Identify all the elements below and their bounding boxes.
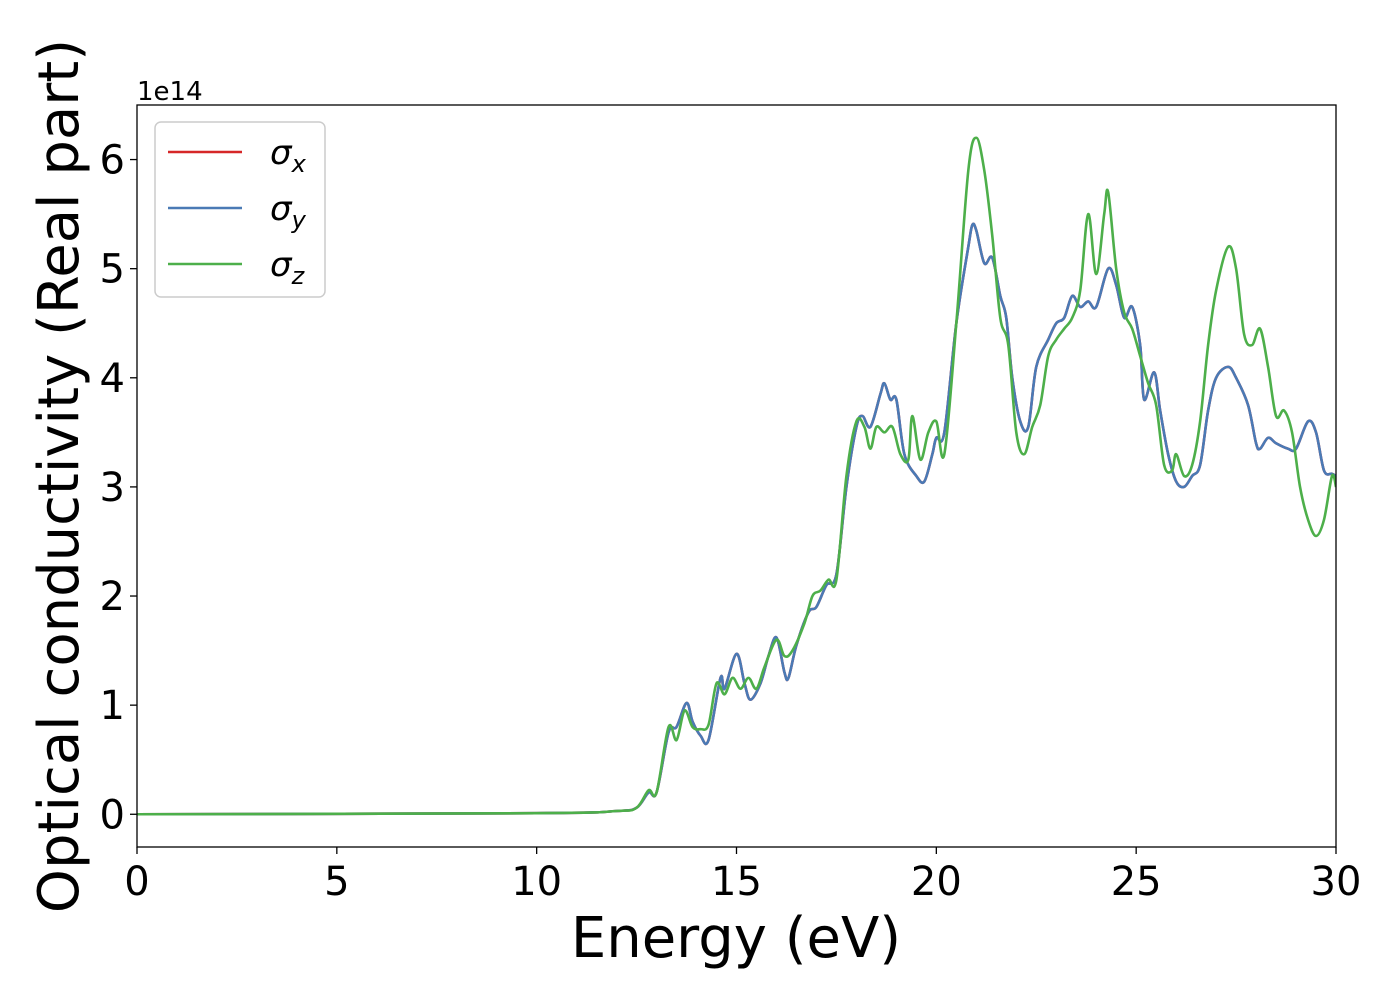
y-axis-ticks: 0 1 2 3 4 5 6 [100,138,137,838]
legend-label-z: σz [270,245,306,290]
legend-label-x: σx [270,133,307,178]
y-axis-title: Optical conductivity (Real part) [27,39,92,913]
x-axis-title: Energy (eV) [571,906,901,971]
y-tick-label: 5 [100,247,125,293]
legend-box [154,121,326,298]
x-tick-label: 15 [711,859,762,905]
legend-label-y: σy [270,189,307,234]
y-tick-label: 2 [100,574,125,620]
x-tick-label: 30 [1311,859,1362,905]
legend: σx σy σz [154,121,326,298]
y-tick-label: 0 [100,792,125,838]
y-tick-label: 1 [100,683,125,729]
plot-frame [136,104,1337,848]
x-axis-ticks: 0 5 10 15 20 25 30 [124,847,1361,905]
y-tick-label: 3 [100,465,125,511]
x-tick-label: 10 [511,859,562,905]
x-tick-label: 0 [124,859,149,905]
series-line-y [137,222,1336,816]
y-tick-label: 6 [100,138,125,184]
legend-entries: σx σy σz [168,133,307,290]
series-layer [137,136,1336,816]
series-line-z [137,136,1336,816]
x-tick-label: 20 [911,859,962,905]
y-tick-label: 4 [100,356,125,402]
x-tick-label: 5 [324,859,349,905]
x-tick-label: 25 [1111,859,1162,905]
y-offset-label: 1e14 [137,77,203,107]
